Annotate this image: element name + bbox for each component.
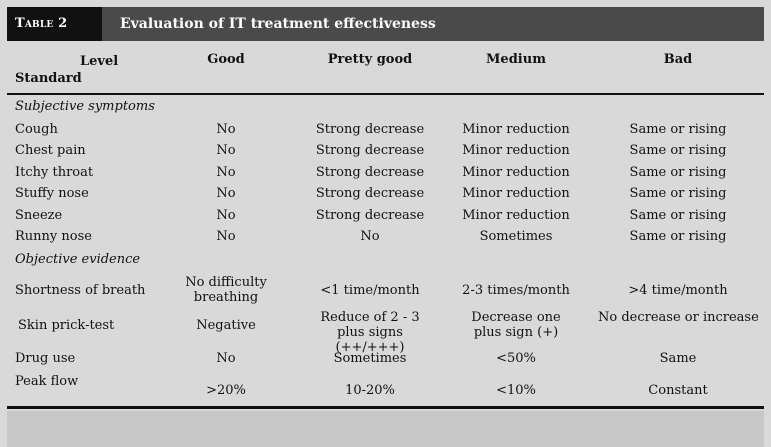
row-label: Skin prick-test [18,318,115,333]
cell-good: No [216,143,236,158]
cell-good: No [216,165,236,180]
section-heading-objective: Objective evidence [15,252,141,267]
row-label: Peak flow [15,374,79,389]
cell-bad: Same or rising [629,229,727,244]
header-col-bad: Bad [663,52,693,67]
header-col-medium: Medium [486,52,546,67]
cell-medium: Sometimes [479,229,553,244]
cell-bad: Constant [648,383,708,398]
cell-pretty-good: Strong decrease [315,208,425,223]
cell-pretty-good: Reduce of 2 - 3 plus signs (++/+++) [320,310,420,355]
cell-medium: Minor reduction [462,208,570,223]
cell-good: No [216,122,236,137]
table-title: Evaluation of IT treatment effectiveness [120,16,436,32]
cell-pretty-good: 10-20% [345,383,395,398]
cell-medium: Minor reduction [462,186,570,201]
row-label: Cough [15,122,58,137]
header-rule [7,93,764,95]
cell-pretty-good: No [360,229,380,244]
cell-medium: Minor reduction [462,165,570,180]
cell-pretty-good: Strong decrease [315,186,425,201]
cell-bad: Same [659,351,697,366]
cell-medium: 2-3 times/month [462,283,570,298]
cell-good: No [216,229,236,244]
row-label: Runny nose [15,229,92,244]
cell-bad: No decrease or increase [598,310,759,325]
header-standard: Standard [15,71,82,86]
cell-good: No difficulty breathing [185,275,267,305]
cell-bad: Same or rising [629,143,727,158]
header-col-good: Good [207,52,245,67]
cell-good: >20% [206,383,246,398]
cell-bad: >4 time/month [628,283,728,298]
table-title-bar: Table 2 Evaluation of IT treatment effec… [7,7,764,41]
row-label: Stuffy nose [15,186,89,201]
header-level: Level [80,54,119,69]
cell-medium: Minor reduction [462,122,570,137]
footer-strip [7,411,764,447]
cell-bad: Same or rising [629,208,727,223]
cell-bad: Same or rising [629,186,727,201]
cell-medium: Decrease one plus sign (+) [471,310,561,340]
cell-medium: Minor reduction [462,143,570,158]
cell-good: No [216,351,236,366]
cell-bad: Same or rising [629,122,727,137]
cell-medium: <50% [496,351,536,366]
cell-good: No [216,208,236,223]
table-label: Table 2 [7,7,102,41]
header-col-pretty-good: Pretty good [327,52,413,67]
row-label: Sneeze [15,208,63,223]
cell-pretty-good: Strong decrease [315,143,425,158]
cell-bad: Same or rising [629,165,727,180]
cell-pretty-good: Sometimes [333,351,407,366]
row-label: Drug use [15,351,76,366]
cell-medium: <10% [496,383,536,398]
cell-good: No [216,186,236,201]
cell-pretty-good: Strong decrease [315,165,425,180]
row-label: Shortness of breath [15,283,146,298]
section-heading-subjective: Subjective symptoms [15,99,155,114]
row-label: Itchy throat [15,165,94,180]
cell-pretty-good: <1 time/month [320,283,420,298]
bottom-rule [7,406,764,409]
cell-good: Negative [196,318,256,333]
row-label: Chest pain [15,143,86,158]
cell-pretty-good: Strong decrease [315,122,425,137]
